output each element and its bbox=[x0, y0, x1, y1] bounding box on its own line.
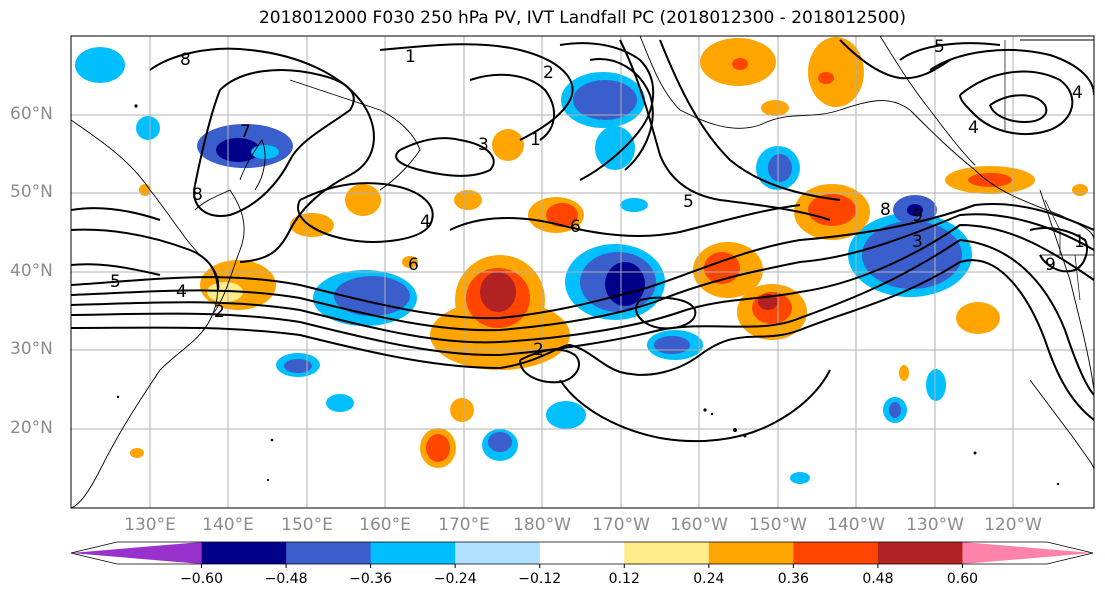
jet-contour-2 bbox=[71, 213, 1094, 332]
contour-label: 4 bbox=[968, 118, 979, 138]
lon-label: 140°E bbox=[202, 515, 254, 535]
jet-contour-1 bbox=[71, 203, 1094, 320]
contour-label: 2 bbox=[533, 340, 544, 360]
pv-contours bbox=[71, 39, 1094, 443]
graticule bbox=[71, 36, 1094, 508]
lon-label: 170°E bbox=[438, 515, 490, 535]
lon-label: 120°W bbox=[984, 515, 1042, 535]
contour-label: 1 bbox=[1074, 232, 1085, 252]
contour-label: 4 bbox=[1072, 83, 1083, 103]
lat-label: 20°N bbox=[10, 418, 53, 438]
lon-label: 160°E bbox=[359, 515, 411, 535]
lon-label: 140°W bbox=[827, 515, 885, 535]
colorbar-tick-label: −0.24 bbox=[433, 571, 477, 587]
colorbar-segment bbox=[286, 542, 372, 564]
colorbar-segment bbox=[962, 542, 1093, 564]
jet-contour-5 bbox=[71, 259, 1094, 421]
lon-label: 150°E bbox=[281, 515, 333, 535]
contour-label: 6 bbox=[570, 217, 581, 237]
colorbar-tick-label: 0.60 bbox=[946, 571, 979, 587]
colorbar-tick-label: −0.60 bbox=[180, 571, 223, 587]
contour-label: 3 bbox=[478, 135, 489, 155]
colorbar-segment bbox=[370, 542, 456, 564]
contour-label: 8 bbox=[880, 200, 891, 220]
lon-label: 170°W bbox=[592, 515, 650, 535]
colorbar-segment bbox=[455, 542, 541, 564]
colorbar-segment bbox=[624, 542, 710, 564]
lon-label: 160°W bbox=[670, 515, 728, 535]
lat-label: 50°N bbox=[10, 182, 53, 202]
lon-label: 130°E bbox=[124, 515, 176, 535]
contour-label: 9 bbox=[912, 206, 923, 226]
islands bbox=[116, 104, 1060, 486]
contour-label: 9 bbox=[1045, 255, 1056, 275]
colorbar-tick-label: −0.12 bbox=[518, 571, 562, 587]
contour-label: 5 bbox=[683, 192, 694, 212]
contour-label: 1 bbox=[405, 47, 416, 67]
contour-label: 2 bbox=[543, 63, 554, 83]
colorbar-segment bbox=[708, 542, 794, 564]
colorbar-tick-label: −0.48 bbox=[264, 571, 308, 587]
contour-label: 4 bbox=[420, 212, 431, 232]
contour-label: 3 bbox=[912, 232, 923, 252]
coastlines bbox=[71, 36, 1094, 508]
lat-label: 30°N bbox=[10, 339, 53, 359]
contour-label: 8 bbox=[180, 50, 191, 70]
colorbar-outline bbox=[70, 541, 1094, 565]
contour-label: 2 bbox=[214, 302, 225, 322]
colorbar-tick-label: 0.24 bbox=[693, 571, 725, 587]
jet-contour-3 bbox=[71, 223, 1094, 344]
contour-label: 4 bbox=[176, 282, 187, 302]
contour-label: 7 bbox=[240, 122, 251, 142]
map-title: 2018012000 F030 250 hPa PV, IVT Landfall… bbox=[258, 8, 906, 28]
contour-label: 6 bbox=[408, 255, 419, 275]
colorbar-segment bbox=[201, 542, 287, 564]
contour-label: 1 bbox=[530, 130, 541, 150]
colorbar-segment bbox=[539, 542, 625, 564]
lon-label: 150°W bbox=[749, 515, 807, 535]
lon-label: 180°W bbox=[513, 515, 571, 535]
colorbar-tick-label: −0.36 bbox=[349, 571, 393, 587]
contour-label: 8 bbox=[192, 185, 203, 205]
lat-label: 60°N bbox=[10, 104, 53, 124]
colorbar-segment bbox=[71, 542, 202, 564]
contour-labels: 1 1 2 3 4 5 6 6 7 8 8 9 9 2 3 4 5 1 2 4 … bbox=[110, 37, 1085, 360]
jet-contour-4 bbox=[71, 238, 1094, 396]
colorbar-tick-label: 0.12 bbox=[608, 571, 640, 587]
map-frame bbox=[70, 35, 1095, 509]
lat-label: 40°N bbox=[10, 261, 53, 281]
colorbar-tick-label: 0.48 bbox=[862, 571, 894, 587]
contour-label: 5 bbox=[934, 37, 945, 57]
colorbar-tick-label: 0.36 bbox=[777, 571, 809, 587]
colorbar-segment bbox=[877, 542, 963, 564]
lon-label: 130°W bbox=[906, 515, 964, 535]
colorbar-segment bbox=[793, 542, 879, 564]
contour-label: 5 bbox=[110, 272, 121, 292]
